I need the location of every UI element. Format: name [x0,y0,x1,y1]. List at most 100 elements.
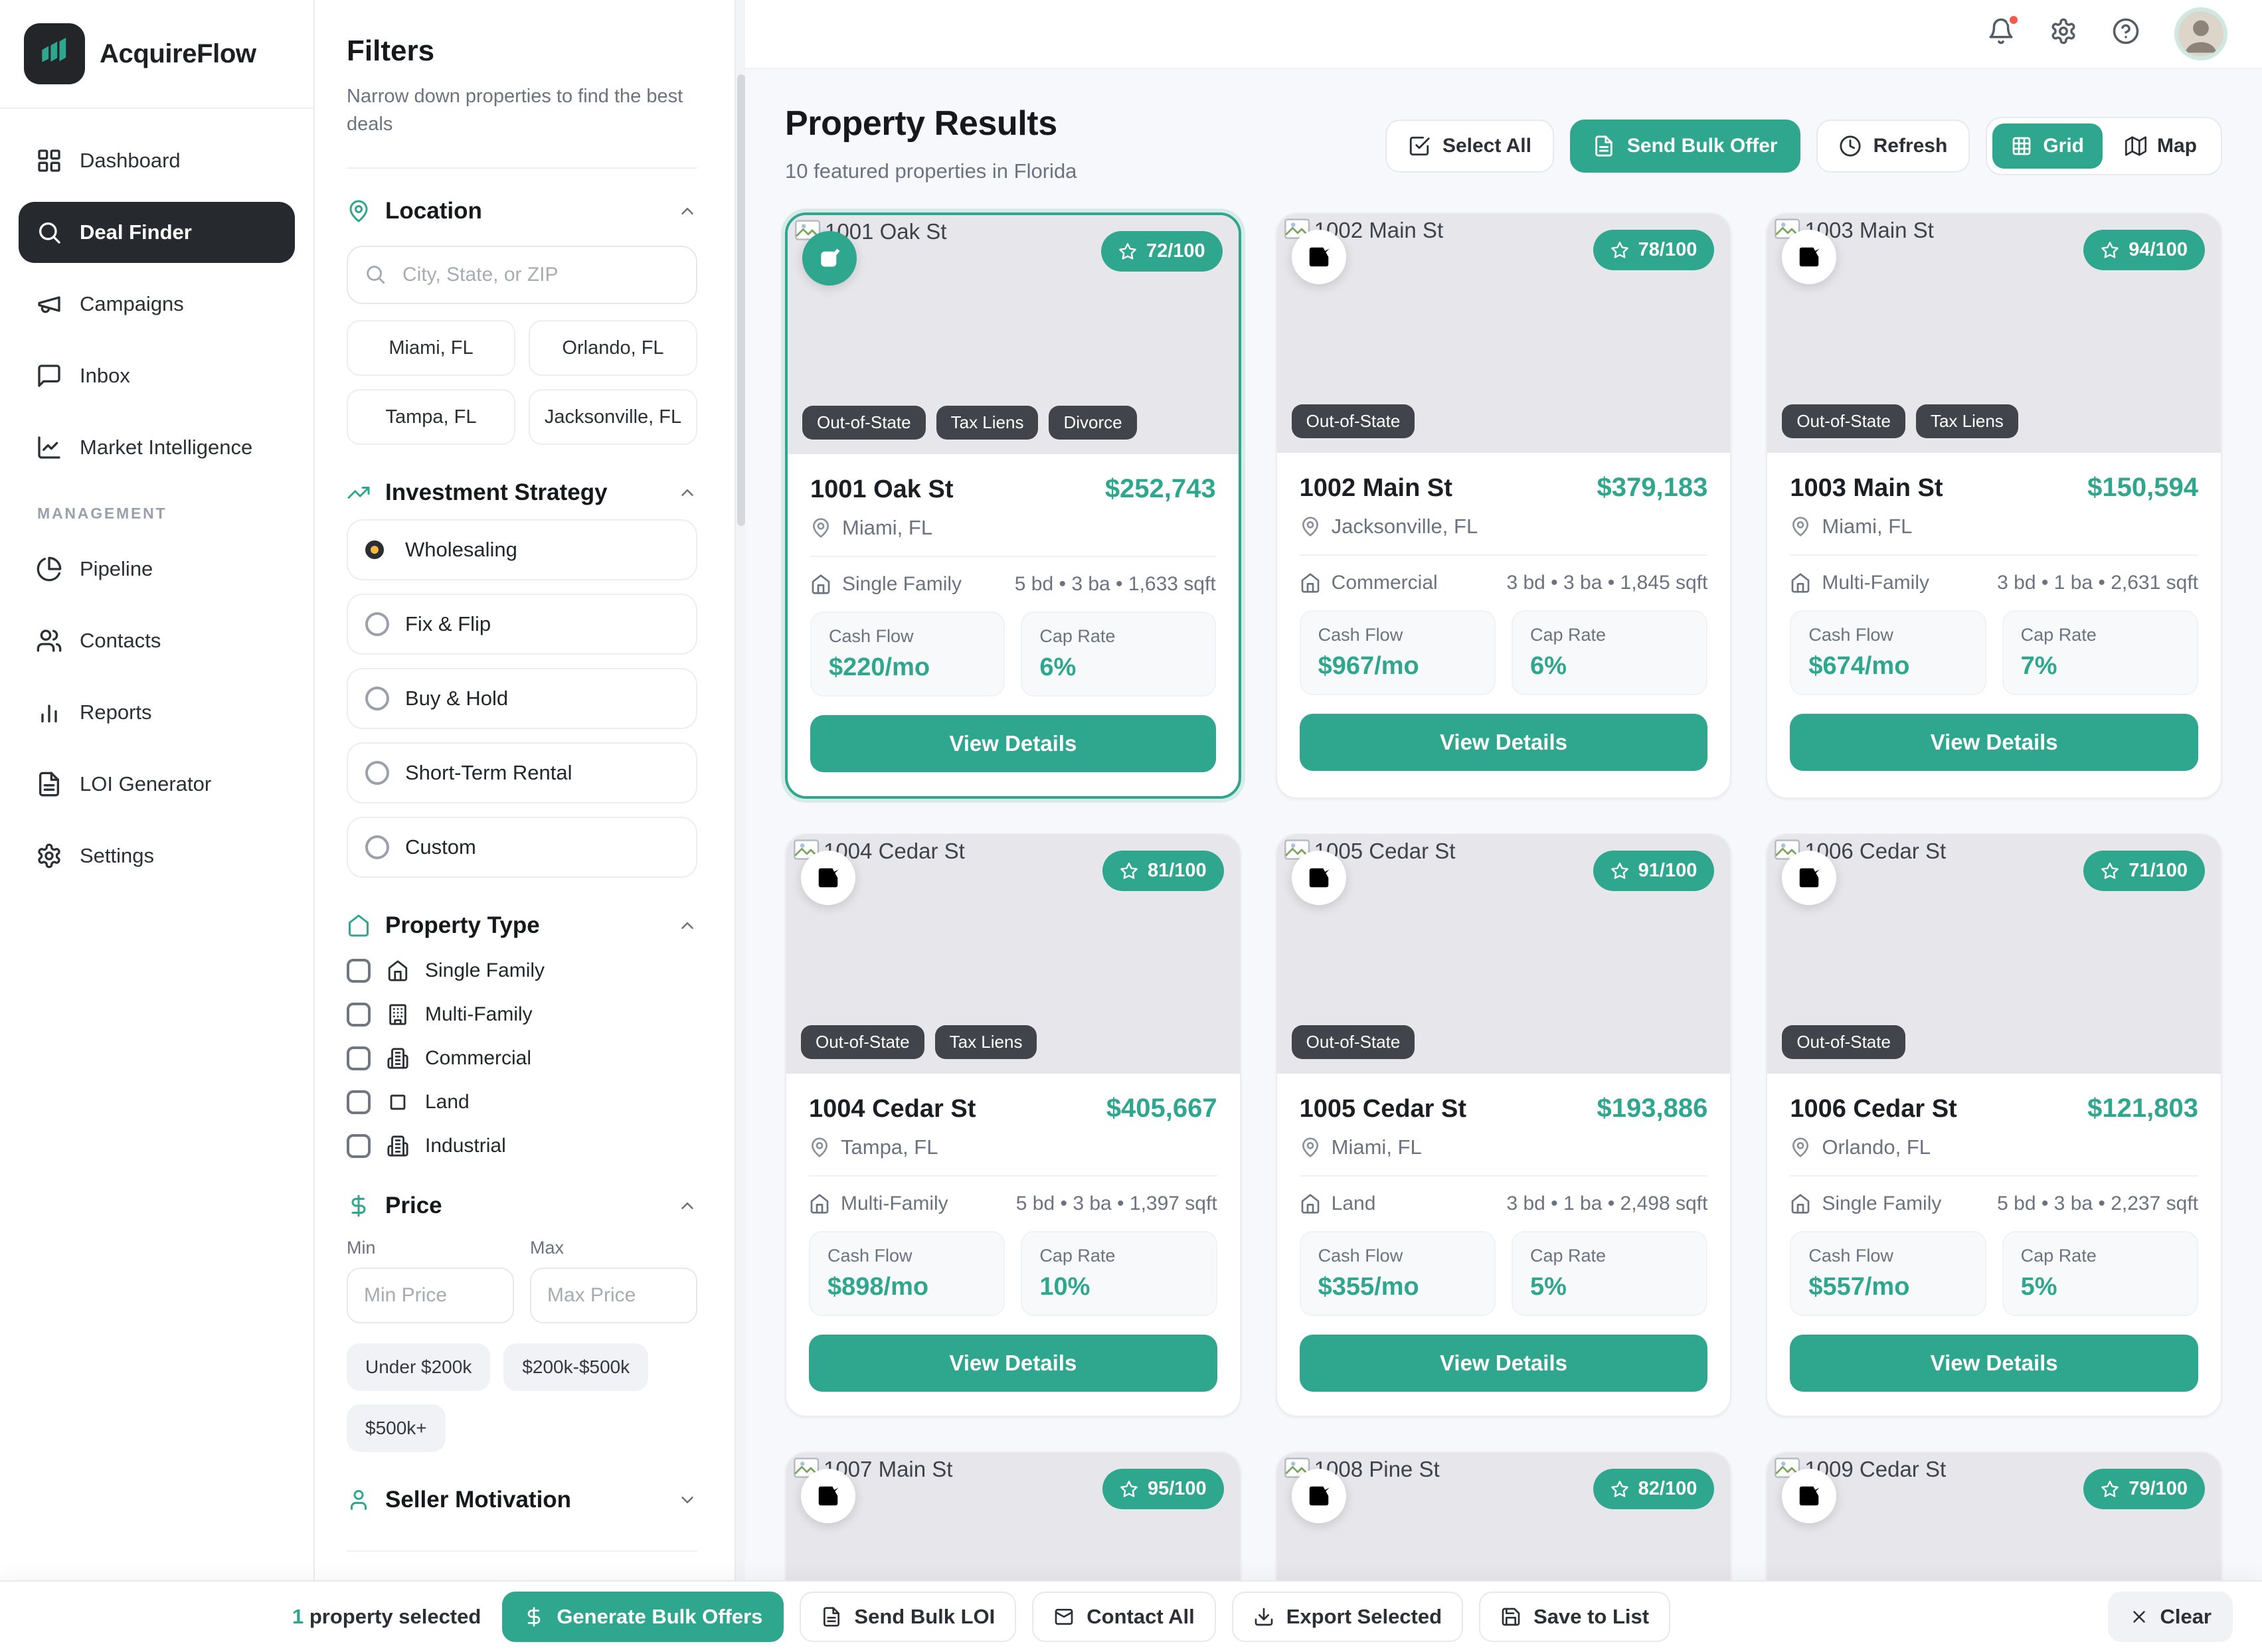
view-details-button[interactable]: View Details [809,1335,1217,1392]
property-select-checkbox[interactable] [802,231,857,286]
location-chip[interactable]: Tampa, FL [347,389,515,446]
max-price-input[interactable] [530,1268,697,1324]
cash-flow-stat: Cash Flow $898/mo [809,1231,1005,1316]
file-text-icon [36,771,62,797]
scrollbar-thumb[interactable] [737,74,745,526]
star-icon [1610,1480,1629,1499]
checkbox-unchecked-icon[interactable] [347,1003,371,1027]
property-card[interactable]: 1006 Cedar St 71/100 Out-of-State 1006 Ceda… [1766,833,2222,1417]
notifications-bell-icon[interactable] [1987,13,2020,50]
results-subtitle: 10 featured properties in Florida [785,159,1077,183]
property-type-option[interactable]: Commercial [347,1046,697,1071]
sidebar-item-campaigns[interactable]: Campaigns [19,274,295,335]
help-icon[interactable] [2112,17,2140,50]
radio-selected-icon[interactable] [365,540,384,560]
strategy-option[interactable]: Fix & Flip [347,594,697,655]
sidebar-item-deal-finder[interactable]: Deal Finder [19,202,295,263]
price-range-chip[interactable]: Under $200k [347,1343,491,1392]
sidebar-item-pipeline[interactable]: Pipeline [19,538,295,600]
cap-rate-stat: Cap Rate 5% [1511,1231,1708,1316]
seller-motivation-header[interactable]: Seller Motivation [347,1487,697,1513]
property-card[interactable]: 1002 Main St 78/100 Out-of-State 1002 Main … [1275,212,1732,799]
sidebar-item-contacts[interactable]: Contacts [19,610,295,671]
strategy-option[interactable]: Wholesaling [347,519,697,581]
radio-unselected-icon[interactable] [365,612,389,637]
property-select-checkbox[interactable] [801,1469,855,1523]
cash-flow-stat: Cash Flow $674/mo [1790,610,1986,695]
radio-unselected-icon[interactable] [365,835,389,860]
property-type-option[interactable]: Multi-Family [347,1003,697,1027]
location-section-header[interactable]: Location [347,198,697,224]
chevron-up-icon[interactable] [677,916,697,936]
property-select-checkbox[interactable] [1291,1469,1346,1523]
map-pin-icon [1300,516,1321,537]
property-select-checkbox[interactable] [1782,1469,1837,1523]
location-chip[interactable]: Jacksonville, FL [529,389,697,446]
map-pin-icon [810,517,831,538]
property-select-checkbox[interactable] [1782,851,1837,905]
price-range-chip[interactable]: $200k-$500k [503,1343,649,1392]
property-select-checkbox[interactable] [1782,230,1837,284]
user-avatar[interactable] [2174,7,2227,60]
sidebar-item-loi-generator[interactable]: LOI Generator [19,754,295,815]
property-select-checkbox[interactable] [1291,851,1346,905]
checkbox-unchecked-icon[interactable] [347,1046,371,1071]
chevron-up-icon[interactable] [677,1196,697,1216]
chevron-down-icon[interactable] [677,1490,697,1510]
select-all-button[interactable]: Select All [1385,120,1554,173]
sidebar-item-inbox[interactable]: Inbox [19,345,295,406]
property-card[interactable]: 1001 Oak St 72/100 Out-of-State Tax Liens Di… [785,212,1241,799]
strategy-option[interactable]: Buy & Hold [347,668,697,730]
checkbox-unchecked-icon[interactable] [347,1090,371,1115]
send-bulk-loi-button[interactable]: Send Bulk LOI [800,1592,1017,1642]
checkbox-unchecked-icon[interactable] [347,959,371,983]
property-card[interactable]: 1004 Cedar St 81/100 Out-of-State Tax Liens… [785,833,1241,1417]
checkbox-unchecked-icon[interactable] [347,1134,371,1159]
filters-scrollbar[interactable] [735,0,745,1652]
refresh-button[interactable]: Refresh [1816,120,1970,173]
strategy-option[interactable]: Short-Term Rental [347,742,697,804]
location-chip[interactable]: Miami, FL [347,320,515,376]
contact-all-button[interactable]: Contact All [1032,1592,1216,1642]
map-view-button[interactable]: Map [2107,124,2216,169]
price-range-chip[interactable]: $500k+ [347,1404,446,1453]
strategy-section: Investment Strategy Wholesaling Fix & Fli… [347,479,697,878]
export-selected-button[interactable]: Export Selected [1231,1592,1464,1642]
radio-unselected-icon[interactable] [365,761,389,785]
save-to-list-button[interactable]: Save to List [1479,1592,1671,1642]
search-icon [36,219,62,246]
property-card[interactable]: 1003 Main St 94/100 Out-of-State Tax Liens 1… [1766,212,2222,799]
chevron-up-icon[interactable] [677,201,697,221]
property-type-option[interactable]: Industrial [347,1134,697,1159]
sidebar-item-market-intelligence[interactable]: Market Intelligence [19,417,295,478]
location-search-input[interactable] [347,246,697,305]
property-type-option[interactable]: Single Family [347,959,697,983]
property-type-option[interactable]: Land [347,1090,697,1115]
property-type: Single Family [1822,1193,1942,1214]
location-chip[interactable]: Orlando, FL [529,320,697,376]
property-select-checkbox[interactable] [1291,230,1346,284]
view-details-button[interactable]: View Details [810,715,1216,772]
strategy-option[interactable]: Custom [347,817,697,878]
view-details-button[interactable]: View Details [1299,1335,1708,1392]
grid-view-button[interactable]: Grid [1992,124,2103,169]
view-details-button[interactable]: View Details [1790,1335,2198,1392]
property-type-section-header[interactable]: Property Type [347,912,697,939]
view-details-button[interactable]: View Details [1299,714,1708,771]
sidebar-item-dashboard[interactable]: Dashboard [19,130,295,191]
property-select-checkbox[interactable] [801,851,855,905]
generate-bulk-offers-button[interactable]: Generate Bulk Offers [502,1592,784,1642]
property-card[interactable]: 1005 Cedar St 91/100 Out-of-State 1005 Ceda… [1275,833,1732,1417]
radio-unselected-icon[interactable] [365,687,389,711]
sidebar-item-reports[interactable]: Reports [19,682,295,743]
sidebar-item-settings[interactable]: Settings [19,825,295,886]
send-bulk-offer-button[interactable]: Send Bulk Offer [1569,120,1800,173]
clear-selection-button[interactable]: Clear [2108,1592,2233,1642]
property-price: $252,743 [1104,474,1216,503]
settings-gear-icon[interactable] [2049,17,2077,50]
strategy-section-header[interactable]: Investment Strategy [347,479,697,506]
min-price-input[interactable] [347,1268,514,1324]
price-section-header[interactable]: Price [347,1193,697,1219]
view-details-button[interactable]: View Details [1790,714,2198,771]
chevron-up-icon[interactable] [677,483,697,503]
